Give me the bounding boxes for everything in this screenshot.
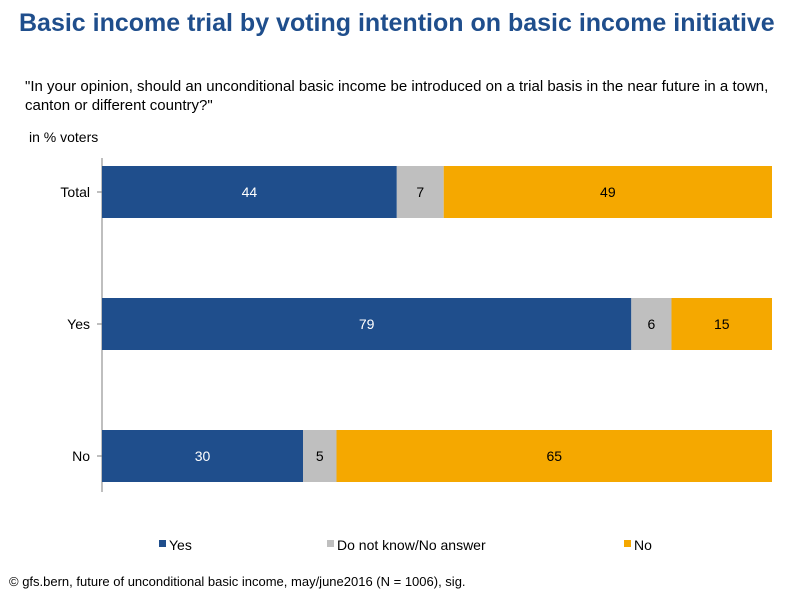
data-label-yes-no: 30: [195, 448, 211, 464]
bar-no-total: [443, 166, 772, 218]
data-label-do-not-know-no-answer-yes: 6: [648, 316, 656, 332]
bar-yes-no: [102, 430, 303, 482]
legend-swatch-do-not-know-no-answer: [327, 540, 334, 547]
bar-no-yes: [671, 298, 772, 350]
data-label-do-not-know-no-answer-no: 5: [316, 448, 324, 464]
data-label-do-not-know-no-answer-total: 7: [416, 184, 424, 200]
legend-swatch-yes: [159, 540, 166, 547]
category-label-no: No: [72, 448, 90, 464]
chart-title: Basic income trial by voting intention o…: [19, 9, 775, 37]
legend-label-do-not-know-no-answer: Do not know/No answer: [337, 537, 486, 553]
legend-label-yes: Yes: [169, 537, 192, 553]
data-label-yes-total: 44: [242, 184, 258, 200]
legend-swatch-no: [624, 540, 631, 547]
category-label-total: Total: [60, 184, 90, 200]
data-label-no-yes: 15: [714, 316, 730, 332]
data-label-yes-yes: 79: [359, 316, 375, 332]
source-note: © gfs.bern, future of unconditional basi…: [9, 574, 466, 589]
bar-do-not-know-no-answer-total: [396, 166, 444, 218]
bar-do-not-know-no-answer-no: [303, 430, 337, 482]
data-label-no-total: 49: [600, 184, 616, 200]
chart-subtitle: "In your opinion, should an unconditiona…: [25, 78, 769, 114]
bar-no-no: [336, 430, 772, 482]
bar-yes-yes: [102, 298, 632, 350]
bar-yes-total: [102, 166, 397, 218]
data-label-no-no: 65: [546, 448, 562, 464]
unit-label: in % voters: [29, 129, 99, 145]
legend-label-no: No: [634, 537, 652, 553]
bar-do-not-know-no-answer-yes: [631, 298, 672, 350]
category-label-yes: Yes: [67, 316, 90, 332]
